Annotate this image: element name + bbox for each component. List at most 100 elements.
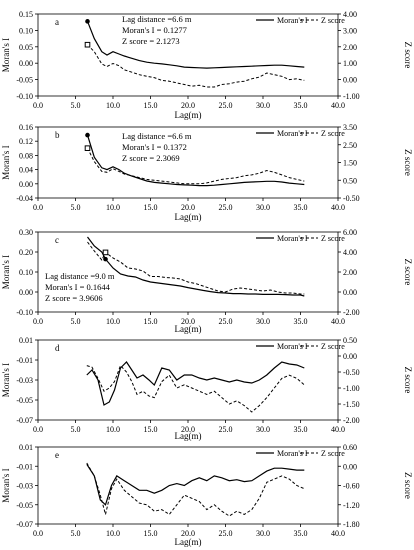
legend-label-morans-i: Moran's I [277,342,308,351]
legend-label-morans-i: Moran's I [277,129,308,138]
legend-label-z-score: Z score [321,16,345,25]
z-score-marker [102,249,109,256]
y-tick-label: -0.01 [16,356,33,365]
y-right-tick-label: -2.00 [343,416,360,425]
panel-b: 0.0 5.0 10.0 15.0 20.0 25.0 30.0 35.0 40.0 Lag(m)… [1,123,413,222]
y-right-tick-label: -0.50 [343,194,360,203]
annotation-line: Lag distance =6.6 m [122,131,192,141]
x-tick-label: 25.0 [219,529,233,538]
y-tick-label: 0.20 [19,248,33,257]
x-tick-label: 15.0 [144,101,158,110]
y-tick-label: -0.05 [16,396,33,405]
x-tick-label: 20.0 [181,425,195,434]
y-tick-label: 0.12 [19,137,33,146]
x-tick-label: 30.0 [256,203,270,212]
x-tick-label: 10.0 [106,101,120,110]
x-tick-label: 35.0 [294,101,308,110]
legend-label-morans-i: Moran's I [277,234,308,243]
y-tick-label: 0.00 [19,180,33,189]
y-tick-label: -0.04 [16,194,33,203]
x-axis-label: Lag(m) [175,431,202,441]
y-tick-label: -0.07 [16,520,33,529]
x-tick-label: 30.0 [256,101,270,110]
y-tick-label: -0.10 [16,308,33,317]
y-tick-label: 0.15 [19,10,33,19]
legend-label-z-score: Z score [321,234,345,243]
x-tick-label: 35.0 [294,425,308,434]
y-right-axis-label: Z score [403,149,413,176]
y-tick-label: 0.01 [19,443,33,452]
y-right-tick-label: 3.50 [343,123,357,132]
x-tick-label: 20.0 [181,101,195,110]
y-axis-label: Moran's I [1,468,11,502]
x-tick-label: 10.0 [106,203,120,212]
plot-frame [37,446,339,525]
x-tick-label: 0.0 [33,529,43,538]
annotation-line: Z score = 2.1273 [122,36,180,46]
y-tick-label: -0.10 [16,92,33,101]
annotation-line: Lag distance =9.0 m [45,271,115,281]
y-right-tick-label: -1.20 [343,501,360,510]
y-tick-label: 0.10 [19,268,33,277]
x-tick-label: 10.0 [106,317,120,326]
y-right-tick-label: 1.00 [343,59,357,68]
z-score-line [86,462,305,517]
y-right-tick-label: 0.00 [343,76,357,85]
morans-i-marker [85,19,90,24]
z-score-line [87,44,305,88]
x-tick-label: 35.0 [294,529,308,538]
y-right-tick-label: 3.00 [343,26,357,35]
morans-i-line [86,463,305,506]
y-right-tick-label: -1.00 [343,92,360,101]
x-tick-label: 0.0 [33,317,43,326]
plot-frame [37,13,339,97]
x-tick-label: 5.0 [71,425,81,434]
y-right-axis-label: Z score [403,259,413,286]
annotation-line: Moran's I = 0.1277 [122,25,187,35]
morans-i-marker [103,256,108,262]
morans-i-line [86,361,305,406]
panel-letter: b [55,130,60,140]
morans-i-line [87,236,305,297]
y-axis-label: Moran's I [1,363,11,397]
y-tick-label: -0.03 [16,482,33,491]
x-tick-label: 40.0 [331,529,345,538]
y-right-tick-label: 4.00 [343,10,357,19]
x-tick-label: 35.0 [294,203,308,212]
annotation-line: Z score = 3.9606 [45,293,103,303]
y-right-axis-label: Z score [403,367,413,394]
panel-e: 0.0 5.0 10.0 15.0 20.0 25.0 30.0 35.0 40.0 Lag(m)… [1,443,413,547]
annotation-line: Moran's I = 0.1644 [45,282,111,292]
panel-a: 0.0 5.0 10.0 15.0 20.0 25.0 30.0 35.0 40.0 Lag(m)… [1,10,413,120]
z-score-line [87,241,305,295]
y-tick-label: 0.16 [19,123,33,132]
y-tick-label: -0.05 [16,501,33,510]
z-score-line [86,364,305,413]
x-axis-label: Lag(m) [175,324,202,334]
y-tick-label: 0.04 [19,166,33,175]
y-tick-label: 0.00 [19,288,33,297]
y-tick-label: -0.01 [16,462,33,471]
panel-letter: d [55,343,60,353]
x-tick-label: 35.0 [294,317,308,326]
x-tick-label: 30.0 [256,317,270,326]
y-tick-label: 0.01 [19,336,33,345]
y-axis-label: Moran's I [1,255,11,289]
legend-label-morans-i: Moran's I [277,16,308,25]
x-tick-label: 5.0 [71,203,81,212]
y-right-tick-label: -0.60 [343,482,360,491]
y-tick-label: -0.07 [16,416,33,425]
y-axis-label: Moran's I [1,38,11,72]
annotation-line: Moran's I = 0.1372 [122,142,187,152]
x-tick-label: 25.0 [219,425,233,434]
y-right-tick-label: -2.00 [343,308,360,317]
morans-i-line [86,21,305,69]
x-tick-label: 40.0 [331,317,345,326]
x-tick-label: 15.0 [144,425,158,434]
y-right-tick-label: 1.50 [343,159,357,168]
legend-label-z-score: Z score [321,129,345,138]
x-tick-label: 5.0 [71,101,81,110]
panel-d: 0.0 5.0 10.0 15.0 20.0 25.0 30.0 35.0 40.0 Lag(m)… [1,336,413,441]
morans-i-line [86,134,305,187]
y-right-tick-label: -1.50 [343,400,360,409]
